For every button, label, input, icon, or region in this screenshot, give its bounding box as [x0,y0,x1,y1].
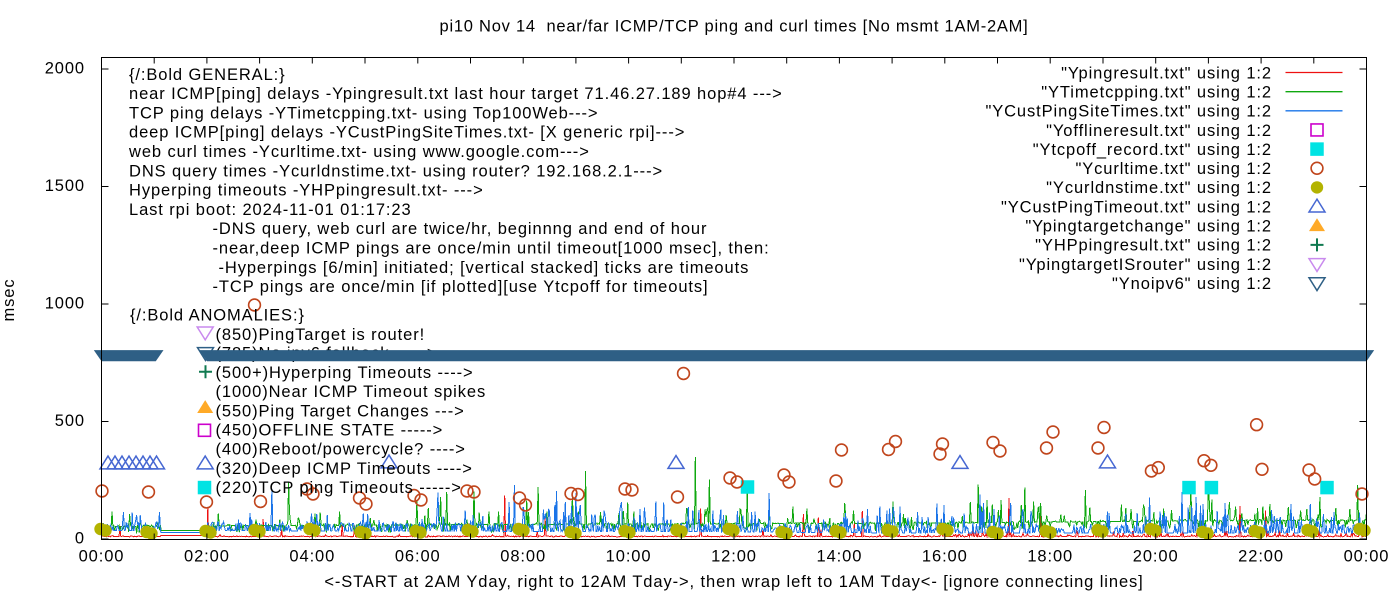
svg-text:near ICMP[ping] delays -Ypingr: near ICMP[ping] delays -Ypingresult.txt … [129,85,783,103]
svg-text:08:00: 08:00 [500,548,546,566]
svg-text:{/:Bold GENERAL:}: {/:Bold GENERAL:} [129,66,286,84]
svg-text:"Yofflineresult.txt" using 1:2: "Yofflineresult.txt" using 1:2 [1046,122,1272,140]
svg-text:02:00: 02:00 [184,548,230,566]
svg-text:-TCP pings are once/min [if pl: -TCP pings are once/min [if plotted][use… [213,278,709,296]
svg-text:18:00: 18:00 [1027,548,1073,566]
svg-text:deep ICMP[ping] delays -YCustP: deep ICMP[ping] delays -YCustPingSiteTim… [129,124,685,142]
svg-text:2000: 2000 [45,59,85,77]
svg-text:(320)Deep ICMP Timeouts ---->: (320)Deep ICMP Timeouts ----> [216,460,473,478]
svg-text:Hyperping timeouts -YHPpingres: Hyperping timeouts -YHPpingresult.txt- -… [129,182,484,200]
svg-text:"Ycurltime.txt" using 1:2: "Ycurltime.txt" using 1:2 [1075,160,1272,178]
svg-text:14:00: 14:00 [817,548,863,566]
svg-text:"Ytcpoff_record.txt" using 1:2: "Ytcpoff_record.txt" using 1:2 [1033,141,1272,159]
svg-text:"Ycurldnstime.txt" using 1:2: "Ycurldnstime.txt" using 1:2 [1046,179,1272,197]
svg-text:{/:Bold ANOMALIES:}: {/:Bold ANOMALIES:} [130,307,305,325]
svg-text:"YCustPingSiteTimes.txt" using: "YCustPingSiteTimes.txt" using 1:2 [985,103,1272,121]
svg-text:-DNS query, web curl are twice: -DNS query, web curl are twice/hr, begin… [213,220,708,238]
svg-text:(450)OFFLINE STATE ----->: (450)OFFLINE STATE -----> [216,422,444,440]
svg-text:00:00: 00:00 [1344,548,1390,566]
svg-text:msec: msec [0,278,18,321]
svg-text:12:00: 12:00 [711,548,757,566]
svg-text:(220)TCP ping Timeouts ----->: (220)TCP ping Timeouts -----> [216,479,462,497]
svg-text:DNS query times -Ycurldnstime.: DNS query times -Ycurldnstime.txt- using… [129,162,663,180]
svg-text:10:00: 10:00 [606,548,652,566]
svg-text:00:00: 00:00 [79,548,125,566]
svg-text:"Ynoipv6" using 1:2: "Ynoipv6" using 1:2 [1112,275,1272,293]
svg-text:"YCustPingTimeout.txt" using 1: "YCustPingTimeout.txt" using 1:2 [1001,198,1272,216]
svg-text:-Hyperpings [6/min] initiated;: -Hyperpings [6/min] initiated; [vertical… [219,259,750,277]
svg-text:"YTimetcpping.txt" using 1:2: "YTimetcpping.txt" using 1:2 [1041,83,1272,101]
svg-text:(400)Reboot/powercycle? ---->: (400)Reboot/powercycle? ----> [216,441,466,459]
svg-text:"Ypingtargetchange" using 1:2: "Ypingtargetchange" using 1:2 [1025,218,1272,236]
svg-text:Last rpi boot: 2024-11-01 01:1: Last rpi boot: 2024-11-01 01:17:23 [129,201,412,219]
svg-text:1000: 1000 [45,294,85,312]
svg-text:0: 0 [75,529,85,547]
svg-text:1500: 1500 [45,177,85,195]
svg-text:web curl times -Ycurltime.txt-: web curl times -Ycurltime.txt- using www… [128,143,590,161]
svg-text:16:00: 16:00 [922,548,968,566]
svg-text:06:00: 06:00 [395,548,441,566]
svg-text:"YpingtargetISrouter" using 1:: "YpingtargetISrouter" using 1:2 [1019,256,1272,274]
svg-text:"YHPpingresult.txt" using 1:2: "YHPpingresult.txt" using 1:2 [1035,237,1272,255]
svg-text:-near,deep ICMP pings are once: -near,deep ICMP pings are once/min until… [213,240,770,258]
svg-text:(850)PingTarget is router!: (850)PingTarget is router! [216,326,426,344]
svg-text:"Ypingresult.txt" using 1:2: "Ypingresult.txt" using 1:2 [1061,64,1272,82]
svg-text:<-START at 2AM Yday, right to: <-START at 2AM Yday, right to 12AM Tday-… [324,573,1143,591]
svg-text:04:00: 04:00 [289,548,335,566]
svg-text:(1000)Near ICMP Timeout spikes: (1000)Near ICMP Timeout spikes [216,383,487,401]
svg-text:(500+)Hyperping Timeouts ---->: (500+)Hyperping Timeouts ----> [216,364,474,382]
svg-text:22:00: 22:00 [1238,548,1284,566]
svg-text:20:00: 20:00 [1133,548,1179,566]
svg-text:(550)Ping Target Changes --->: (550)Ping Target Changes ---> [216,402,465,420]
svg-text:TCP ping delays -YTimetcpping.: TCP ping delays -YTimetcpping.txt- using… [129,104,598,122]
svg-text:500: 500 [55,412,85,430]
svg-text:pi10 Nov 14 near/far ICMP/TCP: pi10 Nov 14 near/far ICMP/TCP ping and c… [440,18,1029,36]
